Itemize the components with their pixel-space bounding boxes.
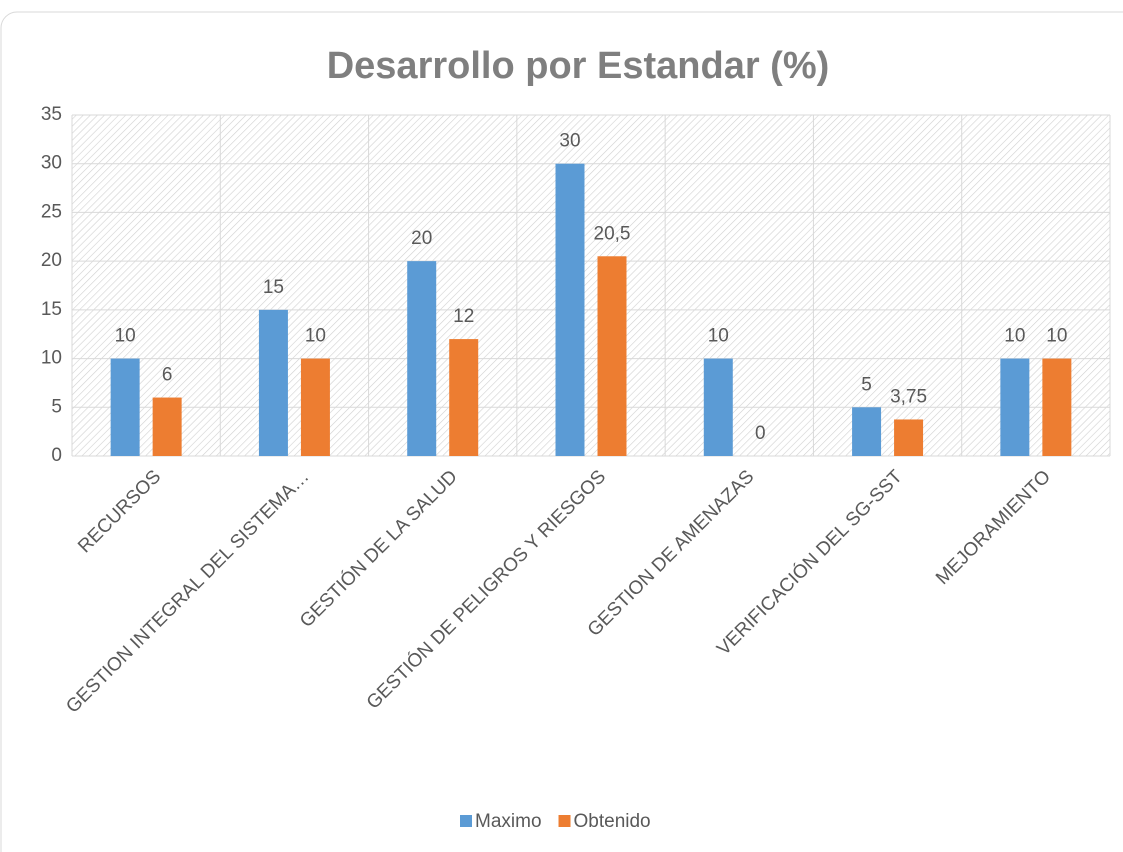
- data-label: 10: [1004, 326, 1025, 347]
- bar: [894, 419, 924, 456]
- data-label: 12: [453, 306, 474, 327]
- y-tick-label: 35: [41, 104, 62, 125]
- legend-label: Obtenido: [574, 811, 651, 832]
- data-label: 3,75: [890, 386, 927, 407]
- bar: [1000, 358, 1030, 456]
- chart-title: Desarrollo por Estandar (%): [327, 45, 830, 87]
- bar: [449, 339, 479, 456]
- y-tick-label: 5: [51, 396, 62, 417]
- y-tick-label: 25: [41, 201, 62, 222]
- data-label: 10: [708, 326, 729, 347]
- legend-swatch: [558, 815, 571, 827]
- bar: [1042, 358, 1072, 456]
- bar: [152, 397, 182, 456]
- data-label: 0: [755, 423, 766, 444]
- data-label: 10: [1046, 326, 1067, 347]
- bar: [555, 163, 585, 456]
- plot-area: [72, 115, 1110, 456]
- legend-label: Maximo: [475, 811, 542, 832]
- data-label: 30: [559, 131, 580, 152]
- bar: [597, 256, 627, 456]
- data-label: 20,5: [594, 223, 631, 244]
- data-label: 6: [162, 365, 173, 386]
- data-label: 5: [861, 374, 872, 395]
- data-label: 10: [115, 326, 136, 347]
- bar: [258, 309, 288, 456]
- bar: [300, 358, 330, 456]
- bar: [407, 261, 437, 456]
- y-tick-label: 0: [51, 445, 62, 466]
- y-tick-label: 20: [41, 250, 62, 271]
- bar: [110, 358, 140, 456]
- y-tick-label: 10: [41, 348, 62, 369]
- data-label: 15: [263, 277, 284, 298]
- y-tick-label: 30: [41, 153, 62, 174]
- bar: [703, 358, 733, 456]
- y-tick-label: 15: [41, 299, 62, 320]
- data-label: 20: [411, 228, 432, 249]
- legend-swatch: [460, 815, 472, 827]
- bar: [852, 407, 882, 456]
- data-label: 10: [305, 326, 326, 347]
